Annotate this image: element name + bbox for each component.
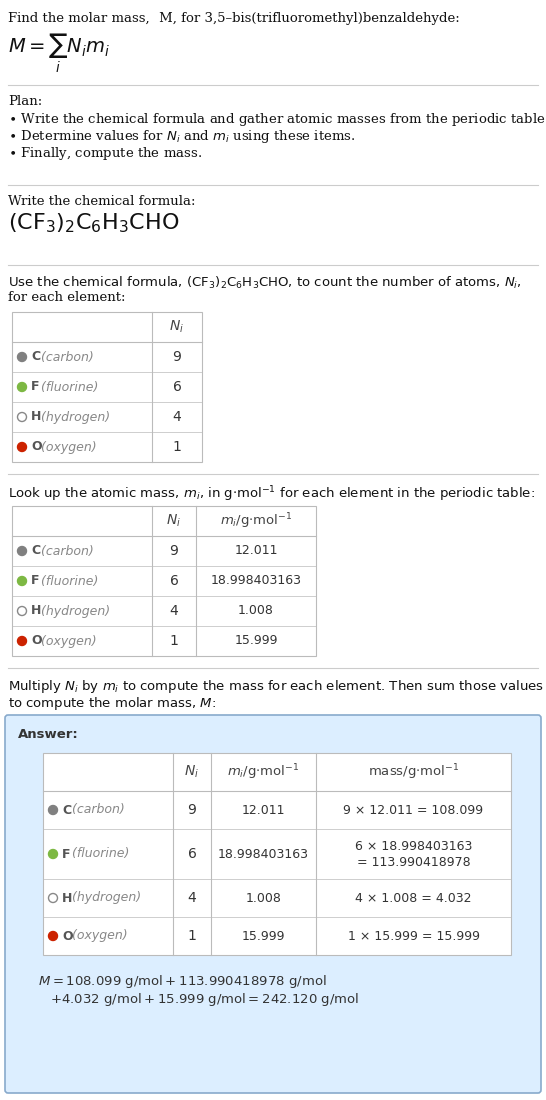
Text: 12.011: 12.011 (242, 803, 285, 816)
Circle shape (17, 352, 27, 362)
Text: Find the molar mass,   M, for 3,5–bis(trifluoromethyl)benzaldehyde:: Find the molar mass, M, for 3,5–bis(trif… (8, 12, 460, 25)
Text: $N_i$: $N_i$ (167, 513, 181, 529)
Text: $(\mathrm{CF_3})_2\mathrm{C_6H_3CHO}$: $(\mathrm{CF_3})_2\mathrm{C_6H_3CHO}$ (8, 211, 179, 234)
Text: 4: 4 (170, 604, 179, 618)
Text: Answer:: Answer: (18, 728, 79, 741)
Text: 4: 4 (188, 891, 197, 905)
Text: 6: 6 (170, 574, 179, 589)
Text: 9: 9 (173, 350, 181, 364)
Text: 1: 1 (188, 930, 197, 943)
Text: 1: 1 (173, 440, 181, 454)
Text: H: H (31, 605, 41, 617)
Text: (oxygen): (oxygen) (68, 930, 128, 943)
Text: 6: 6 (173, 379, 181, 394)
FancyBboxPatch shape (5, 715, 541, 1093)
Text: $\bullet$ Finally, compute the mass.: $\bullet$ Finally, compute the mass. (8, 145, 202, 162)
Text: 15.999: 15.999 (242, 930, 285, 943)
Text: 9: 9 (170, 544, 179, 558)
Text: H: H (31, 410, 41, 424)
Text: 1.008: 1.008 (246, 891, 281, 904)
Text: (oxygen): (oxygen) (38, 440, 97, 453)
Text: (hydrogen): (hydrogen) (68, 891, 141, 904)
Circle shape (49, 805, 57, 814)
Text: 6: 6 (188, 847, 197, 861)
Circle shape (49, 932, 57, 940)
Text: (hydrogen): (hydrogen) (38, 410, 111, 424)
Circle shape (17, 383, 27, 392)
Text: Write the chemical formula:: Write the chemical formula: (8, 195, 195, 208)
Text: (carbon): (carbon) (38, 544, 94, 558)
Text: 9: 9 (188, 803, 197, 817)
Text: Use the chemical formula, $(\mathrm{CF_3})_2\mathrm{C_6H_3CHO}$, to count the nu: Use the chemical formula, $(\mathrm{CF_3… (8, 275, 522, 292)
Text: Multiply $N_i$ by $m_i$ to compute the mass for each element. Then sum those val: Multiply $N_i$ by $m_i$ to compute the m… (8, 678, 544, 695)
Text: (hydrogen): (hydrogen) (38, 605, 111, 617)
Bar (12, 312, 202, 462)
Text: (fluorine): (fluorine) (38, 574, 99, 587)
Text: H: H (62, 891, 73, 904)
Text: 1.008: 1.008 (238, 605, 274, 617)
Text: $N_i$: $N_i$ (169, 319, 185, 336)
Text: 4 × 1.008 = 4.032: 4 × 1.008 = 4.032 (355, 891, 472, 904)
Text: 18.998403163: 18.998403163 (218, 847, 309, 860)
Text: $M = \sum_i N_i m_i$: $M = \sum_i N_i m_i$ (8, 32, 110, 75)
Text: $M = 108.099\ \mathrm{g/mol} + 113.990418978\ \mathrm{g/mol}$: $M = 108.099\ \mathrm{g/mol} + 113.99041… (38, 974, 327, 990)
Text: $\bullet$ Determine values for $N_i$ and $m_i$ using these items.: $\bullet$ Determine values for $N_i$ and… (8, 128, 355, 145)
Text: C: C (31, 544, 40, 558)
Text: O: O (31, 635, 41, 648)
Text: Look up the atomic mass, $m_i$, in g$\cdot$mol$^{-1}$ for each element in the pe: Look up the atomic mass, $m_i$, in g$\cd… (8, 484, 535, 504)
Text: (fluorine): (fluorine) (68, 847, 130, 860)
Text: 6 × 18.998403163: 6 × 18.998403163 (355, 839, 472, 853)
Text: O: O (31, 440, 41, 453)
Text: 12.011: 12.011 (234, 544, 278, 558)
Circle shape (17, 442, 27, 451)
Text: $m_i$/g$\cdot$mol$^{-1}$: $m_i$/g$\cdot$mol$^{-1}$ (219, 512, 292, 531)
Text: for each element:: for each element: (8, 292, 126, 304)
Text: 9 × 12.011 = 108.099: 9 × 12.011 = 108.099 (343, 803, 484, 816)
Circle shape (17, 576, 27, 585)
Text: = 113.990418978: = 113.990418978 (357, 857, 470, 869)
Text: (carbon): (carbon) (68, 803, 125, 816)
Text: $+ 4.032\ \mathrm{g/mol} + 15.999\ \mathrm{g/mol} = 242.120\ \mathrm{g/mol}$: $+ 4.032\ \mathrm{g/mol} + 15.999\ \math… (50, 991, 359, 1008)
Text: 1: 1 (170, 634, 179, 648)
Text: O: O (62, 930, 73, 943)
Text: $N_i$: $N_i$ (185, 763, 199, 780)
Bar (43, 754, 511, 955)
Text: C: C (62, 803, 71, 816)
Text: $m_i$/g$\cdot$mol$^{-1}$: $m_i$/g$\cdot$mol$^{-1}$ (227, 762, 300, 782)
Text: $\bullet$ Write the chemical formula and gather atomic masses from the periodic : $\bullet$ Write the chemical formula and… (8, 111, 546, 128)
Text: (carbon): (carbon) (38, 351, 94, 363)
Text: mass/g$\cdot$mol$^{-1}$: mass/g$\cdot$mol$^{-1}$ (368, 762, 459, 782)
Text: (fluorine): (fluorine) (38, 381, 99, 394)
Text: F: F (62, 847, 70, 860)
Text: 4: 4 (173, 410, 181, 424)
Bar (12, 506, 316, 656)
Text: 15.999: 15.999 (234, 635, 278, 648)
Circle shape (49, 849, 57, 858)
Text: F: F (31, 574, 39, 587)
Text: C: C (31, 351, 40, 363)
Text: Plan:: Plan: (8, 95, 42, 108)
Text: (oxygen): (oxygen) (38, 635, 97, 648)
Text: 1 × 15.999 = 15.999: 1 × 15.999 = 15.999 (347, 930, 479, 943)
Text: F: F (31, 381, 39, 394)
Circle shape (17, 637, 27, 646)
Text: 18.998403163: 18.998403163 (211, 574, 301, 587)
Text: to compute the molar mass, $M$:: to compute the molar mass, $M$: (8, 695, 216, 712)
Circle shape (17, 547, 27, 556)
